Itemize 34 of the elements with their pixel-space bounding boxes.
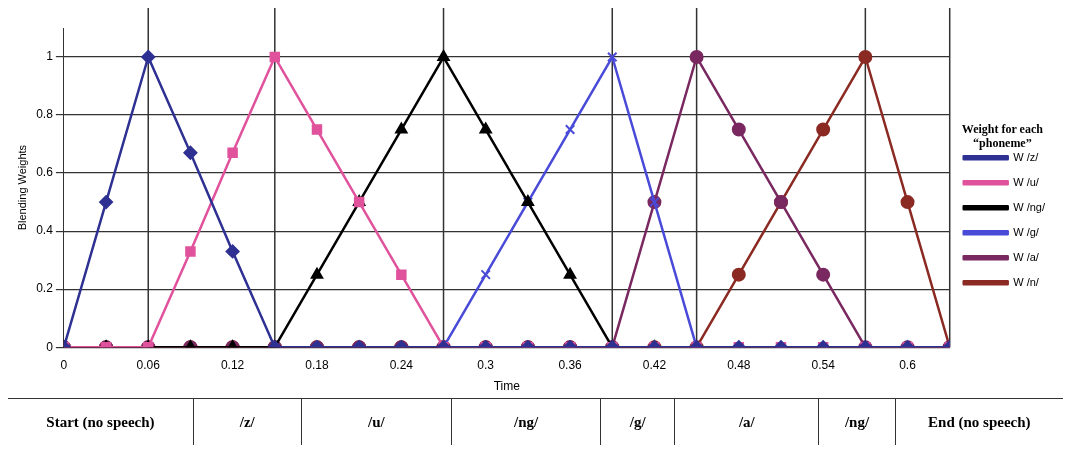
x-tick-label: 0.18 — [305, 357, 329, 372]
y-tick-label: 0.6 — [36, 165, 54, 180]
x-tick-label: 0.48 — [727, 357, 751, 372]
text: /a/ — [674, 399, 819, 445]
legend-label: W /n/ — [1013, 275, 1040, 288]
x-tick-label: 0.12 — [220, 357, 245, 372]
y-tick-label: 1 — [46, 49, 54, 64]
legend-label: W /a/ — [1013, 250, 1040, 263]
x-tick-label: 0.54 — [811, 357, 836, 372]
text: /g/ — [600, 399, 675, 445]
y-tick-label: 0 — [46, 339, 54, 354]
legend-label: W /z/ — [1013, 150, 1040, 163]
x-tick-label: 0.24 — [389, 357, 414, 372]
y-tick-label: 0.2 — [36, 281, 54, 296]
legend-label: W /g/ — [1013, 225, 1040, 238]
x-tick-label: 0.42 — [642, 357, 667, 372]
text: End (no speech) — [894, 399, 1063, 445]
x-tick-label: 0.36 — [558, 357, 583, 372]
text: /z/ — [192, 399, 301, 445]
x-tick-label: 0.06 — [136, 357, 161, 372]
x-axis-title: Time — [493, 379, 521, 394]
y-tick-label: 0.4 — [36, 223, 54, 238]
y-axis-title: Blending Weights — [15, 144, 28, 231]
x-tick-label: 0.6 — [899, 357, 917, 372]
text: /u/ — [300, 399, 452, 445]
y-tick-label: 0.8 — [36, 107, 54, 122]
text: /ng/ — [818, 399, 895, 445]
x-tick-label: 0 — [60, 357, 68, 372]
x-tick-label: 0.3 — [477, 357, 495, 372]
text: Start (no speech) — [45, 412, 156, 432]
legend-label: W /u/ — [1013, 175, 1040, 188]
legend-title: Weight for each “phoneme” — [961, 121, 1044, 151]
legend-label: W /ng/ — [1013, 200, 1046, 213]
text: /ng/ — [451, 399, 601, 445]
